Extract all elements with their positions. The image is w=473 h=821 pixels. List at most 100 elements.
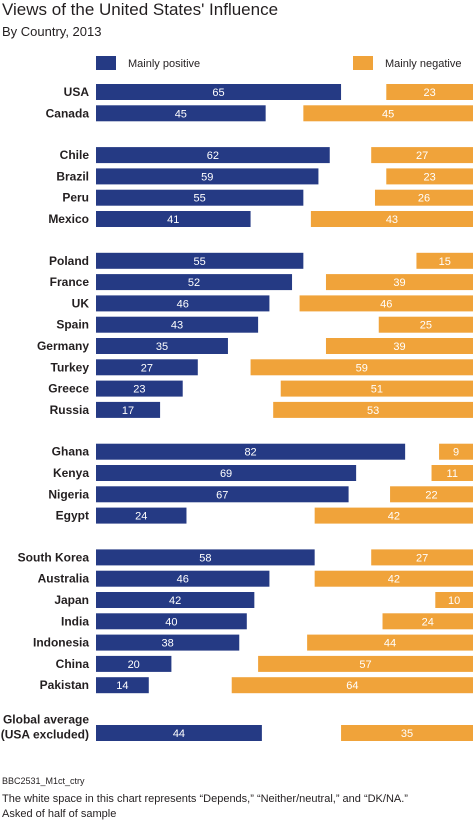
value-positive-france: 52 <box>188 277 200 289</box>
value-negative-peru: 26 <box>418 193 430 205</box>
bar-positive-france <box>96 274 293 291</box>
value-negative-ghana: 9 <box>453 447 459 459</box>
value-positive-china: 20 <box>128 659 140 671</box>
bar-positive-egypt <box>96 507 187 524</box>
value-positive-brazil: 59 <box>201 171 213 183</box>
value-negative-turkey: 59 <box>356 362 368 374</box>
country-label-china: China <box>56 657 90 671</box>
bar-positive-russia <box>96 401 161 418</box>
country-label-russia: Russia <box>50 403 90 417</box>
bar-positive-nigeria <box>96 486 349 503</box>
value-negative-brazil: 23 <box>424 171 436 183</box>
value-negative-greece: 51 <box>371 384 383 396</box>
value-positive-global-average-usa-excluded: 44 <box>173 728 185 740</box>
country-label-brazil: Brazil <box>56 169 89 183</box>
bar-negative-nigeria <box>390 486 473 503</box>
bar-negative-global-average-usa-excluded <box>341 725 473 741</box>
country-label-uk: UK <box>72 296 90 310</box>
bar-negative-japan <box>435 592 473 608</box>
value-negative-global-average-usa-excluded: 35 <box>401 728 413 740</box>
value-positive-canada: 45 <box>175 108 187 120</box>
value-negative-egypt: 42 <box>388 511 400 523</box>
value-positive-poland: 55 <box>194 256 206 268</box>
bar-negative-chile <box>371 147 473 164</box>
legend-positive-label: Mainly positive <box>128 58 200 70</box>
value-positive-germany: 35 <box>156 341 168 353</box>
value-positive-egypt: 24 <box>135 511 147 523</box>
value-positive-south-korea: 58 <box>199 552 211 564</box>
value-negative-nigeria: 22 <box>425 489 437 501</box>
chart-subtitle: By Country, 2013 <box>2 24 102 39</box>
country-label-global-average-usa-excluded: Global average <box>3 713 89 727</box>
value-negative-germany: 39 <box>393 341 405 353</box>
value-negative-chile: 27 <box>416 150 428 162</box>
country-label-greece: Greece <box>48 382 89 396</box>
value-negative-indonesia: 44 <box>384 638 396 650</box>
value-negative-china: 57 <box>359 659 371 671</box>
legend-negative-label: Mainly negative <box>385 58 461 70</box>
chart-code: BBC2531_M1ct_ctry <box>2 776 85 786</box>
bar-positive-usa <box>96 84 342 100</box>
bar-positive-kenya <box>96 465 357 481</box>
value-negative-south-korea: 27 <box>416 552 428 564</box>
bar-positive-greece <box>96 380 183 397</box>
footnote: The white space in this chart represents… <box>2 793 408 805</box>
bar-negative-pakistan <box>231 677 473 694</box>
bar-negative-peru <box>374 189 473 206</box>
bar-negative-indonesia <box>307 634 473 651</box>
value-positive-peru: 55 <box>194 193 206 205</box>
bar-positive-south-korea <box>96 549 315 566</box>
value-negative-canada: 45 <box>382 108 394 120</box>
country-label-south-korea: South Korea <box>18 550 90 564</box>
value-positive-uk: 46 <box>177 298 189 310</box>
value-positive-chile: 62 <box>207 150 219 162</box>
bar-negative-egypt <box>314 507 473 524</box>
value-negative-australia: 42 <box>388 574 400 586</box>
country-label-kenya: Kenya <box>53 466 89 480</box>
country-label-global-average-usa-excluded: (USA excluded) <box>1 728 89 742</box>
bar-negative-turkey <box>250 359 473 376</box>
country-label-poland: Poland <box>49 254 89 268</box>
country-label-peru: Peru <box>62 191 89 205</box>
bar-negative-australia <box>314 570 473 587</box>
country-label-pakistan: Pakistan <box>40 678 89 692</box>
value-negative-spain: 25 <box>420 320 432 332</box>
country-label-turkey: Turkey <box>51 360 90 374</box>
legend-positive-swatch <box>96 56 116 70</box>
bar-negative-kenya <box>431 465 473 481</box>
country-label-india: India <box>61 614 89 628</box>
country-label-spain: Spain <box>56 318 89 332</box>
value-positive-nigeria: 67 <box>216 489 228 501</box>
value-positive-russia: 17 <box>122 405 134 417</box>
value-positive-indonesia: 38 <box>162 638 174 650</box>
country-label-canada: Canada <box>46 106 90 120</box>
bar-negative-china <box>258 655 473 672</box>
country-label-germany: Germany <box>37 339 89 353</box>
value-positive-kenya: 69 <box>220 468 232 480</box>
value-positive-usa: 65 <box>212 87 224 99</box>
bar-negative-spain <box>378 316 473 333</box>
bar-negative-mexico <box>310 211 473 227</box>
bar-positive-china <box>96 655 172 672</box>
bar-negative-ghana <box>439 443 473 460</box>
bar-negative-canada <box>303 105 473 122</box>
bar-negative-south-korea <box>371 549 473 566</box>
country-label-nigeria: Nigeria <box>48 487 89 501</box>
country-label-usa: USA <box>64 85 90 99</box>
bar-positive-germany <box>96 338 228 354</box>
value-negative-france: 39 <box>393 277 405 289</box>
bar-positive-japan <box>96 592 255 608</box>
bar-positive-poland <box>96 252 304 269</box>
bar-negative-france <box>325 274 473 291</box>
value-negative-uk: 46 <box>380 298 392 310</box>
value-negative-usa: 23 <box>424 87 436 99</box>
value-negative-india: 24 <box>422 616 434 628</box>
bar-positive-chile <box>96 147 330 164</box>
value-positive-mexico: 41 <box>167 214 179 226</box>
value-negative-kenya: 11 <box>447 468 458 480</box>
value-positive-india: 40 <box>165 616 177 628</box>
country-label-australia: Australia <box>38 572 90 586</box>
bar-positive-spain <box>96 316 259 333</box>
value-positive-ghana: 82 <box>244 447 256 459</box>
value-positive-pakistan: 14 <box>116 680 128 692</box>
